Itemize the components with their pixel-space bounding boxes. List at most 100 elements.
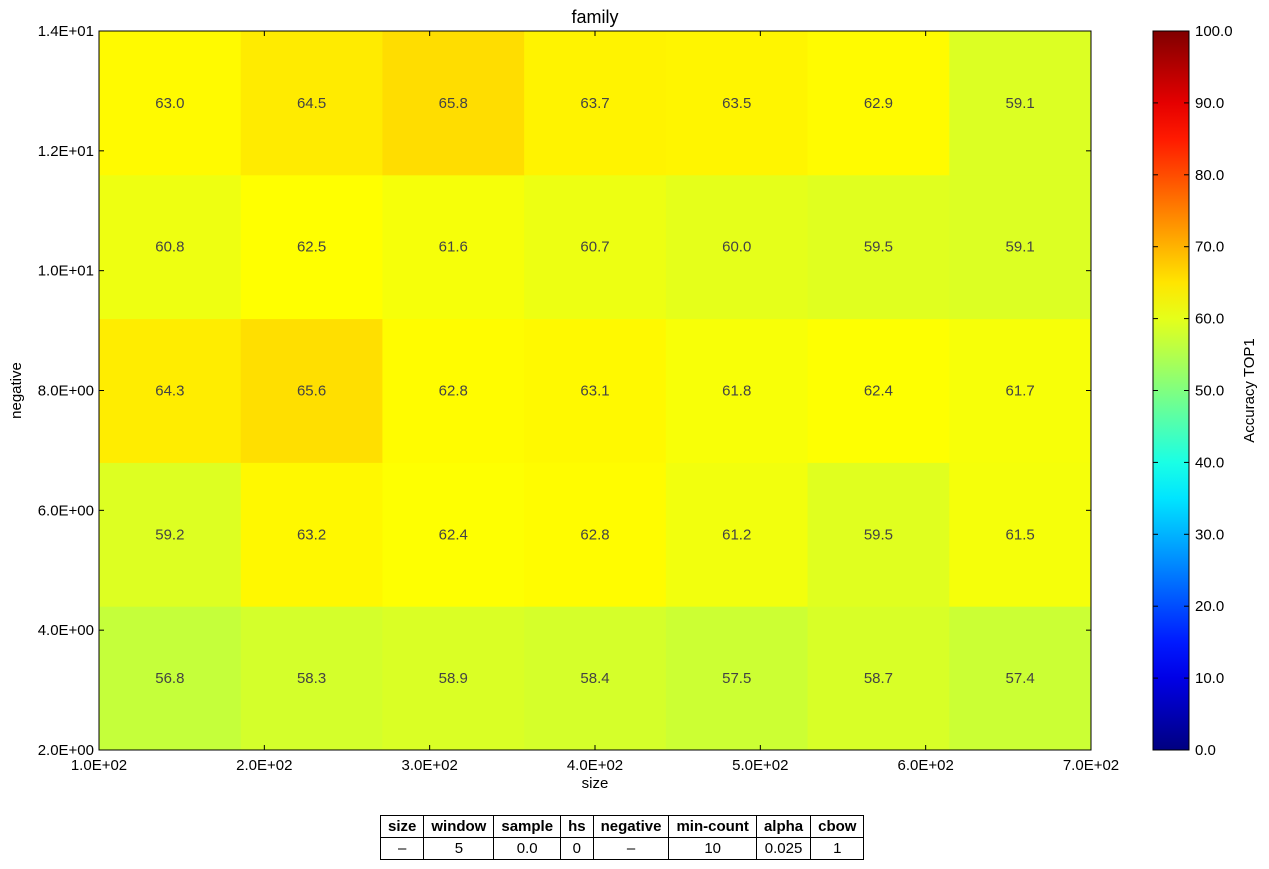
- cell-value-label: 59.5: [864, 239, 893, 256]
- param-header-hs: hs: [560, 815, 594, 838]
- param-value-size: –: [379, 837, 425, 860]
- heatmap-cell: [240, 174, 383, 320]
- heatmap-cell: [382, 318, 525, 463]
- heatmap-cell: [949, 462, 1092, 607]
- heatmap-cell: [99, 462, 242, 607]
- colorbar-tick-label: 100.0: [1195, 23, 1233, 40]
- x-axis-label: size: [582, 775, 609, 792]
- heatmap-cell: [524, 606, 667, 751]
- cell-value-label: 62.8: [580, 526, 609, 543]
- y-tick-label: 2.0E+00: [38, 742, 94, 759]
- param-value-sample: 0.0: [493, 837, 562, 860]
- heatmap-cell: [240, 31, 383, 176]
- cell-value-label: 63.0: [155, 95, 184, 112]
- heatmap-cell: [807, 318, 950, 463]
- heatmap-cell: [807, 31, 950, 176]
- heatmap-cell: [524, 462, 667, 607]
- x-tick-label: 6.0E+02: [898, 757, 954, 774]
- cell-value-label: 61.6: [439, 239, 468, 256]
- heatmap-cell: [949, 174, 1092, 320]
- cell-value-label: 60.8: [155, 239, 184, 256]
- heatmap-cell: [524, 31, 667, 176]
- heatmap-cell: [99, 174, 242, 320]
- heatmap-cell: [665, 318, 809, 463]
- cell-value-label: 59.5: [864, 526, 893, 543]
- param-header-sample: sample: [493, 815, 562, 838]
- y-tick-label: 6.0E+00: [38, 502, 94, 519]
- heatmap-cell: [949, 606, 1092, 751]
- param-value-negative: –: [592, 837, 670, 860]
- param-value-cbow: 1: [810, 837, 865, 860]
- heatmap-cell: [240, 318, 383, 463]
- cell-value-label: 63.5: [722, 95, 751, 112]
- colorbar-tick-label: 50.0: [1195, 383, 1224, 400]
- y-tick-label: 4.0E+00: [38, 622, 94, 639]
- parameters-header-row: size window sample hs negative min-count…: [379, 815, 865, 838]
- cell-value-label: 61.5: [1006, 526, 1035, 543]
- param-header-cbow: cbow: [810, 815, 865, 838]
- colorbar-tick-label: 90.0: [1195, 95, 1224, 112]
- cell-value-label: 60.0: [722, 239, 751, 256]
- chart-title: family: [571, 7, 618, 27]
- heatmap-cell: [382, 462, 525, 607]
- param-value-window: 5: [423, 837, 495, 860]
- heatmap-cell: [382, 606, 525, 751]
- x-tick-label: 3.0E+02: [402, 757, 458, 774]
- cell-value-label: 64.3: [155, 383, 184, 400]
- param-value-min-count: 10: [668, 837, 757, 860]
- colorbar-tick-label: 30.0: [1195, 526, 1224, 543]
- colorbar-tick-label: 20.0: [1195, 598, 1224, 615]
- cell-value-label: 58.3: [297, 670, 326, 687]
- x-tick-label: 1.0E+02: [71, 757, 127, 774]
- colorbar-tick-label: 10.0: [1195, 670, 1224, 687]
- y-tick-label: 1.4E+01: [38, 23, 94, 40]
- cell-value-label: 64.5: [297, 95, 326, 112]
- cell-value-label: 62.4: [439, 526, 468, 543]
- colorbar: [1152, 30, 1190, 751]
- x-tick-label: 7.0E+02: [1063, 757, 1119, 774]
- y-axis-label: negative: [8, 362, 25, 419]
- cell-value-label: 62.5: [297, 239, 326, 256]
- cell-value-label: 61.8: [722, 383, 751, 400]
- heatmap-cell: [524, 318, 667, 463]
- colorbar-tick-label: 60.0: [1195, 311, 1224, 328]
- cell-value-label: 59.2: [155, 526, 184, 543]
- heatmap-cell: [99, 606, 242, 751]
- cell-value-label: 56.8: [155, 670, 184, 687]
- heatmap-cells: [99, 31, 1092, 751]
- heatmap-cell: [807, 462, 950, 607]
- cell-value-label: 59.1: [1006, 239, 1035, 256]
- colorbar-tick-label: 70.0: [1195, 239, 1224, 256]
- colorbar-tick-label: 40.0: [1195, 454, 1224, 471]
- heatmap-cell: [240, 606, 383, 751]
- heatmap-cell: [665, 31, 809, 176]
- parameters-table: size window sample hs negative min-count…: [379, 815, 865, 860]
- x-tick-label: 2.0E+02: [236, 757, 292, 774]
- colorbar-label: Accuracy TOP1: [1241, 338, 1258, 443]
- colorbar-tick-label: 80.0: [1195, 167, 1224, 184]
- cell-value-label: 57.5: [722, 670, 751, 687]
- cell-value-label: 58.9: [439, 670, 468, 687]
- heatmap-cell: [665, 174, 809, 320]
- heatmap-cell: [99, 318, 242, 463]
- colorbar-tick-label: 0.0: [1195, 742, 1216, 759]
- heatmap-cell: [382, 174, 525, 320]
- y-tick-label: 8.0E+00: [38, 383, 94, 400]
- cell-value-label: 59.1: [1006, 95, 1035, 112]
- heatmap-cell: [949, 318, 1092, 463]
- cell-value-label: 63.1: [580, 383, 609, 400]
- cell-value-label: 62.9: [864, 95, 893, 112]
- heatmap-cell: [807, 606, 950, 751]
- cell-value-label: 58.4: [580, 670, 609, 687]
- cell-value-label: 63.7: [580, 95, 609, 112]
- cell-value-label: 57.4: [1006, 670, 1035, 687]
- cell-value-label: 63.2: [297, 526, 326, 543]
- param-header-window: window: [423, 815, 495, 838]
- param-header-min-count: min-count: [668, 815, 757, 838]
- param-header-alpha: alpha: [755, 815, 812, 838]
- x-tick-label: 5.0E+02: [732, 757, 788, 774]
- param-header-negative: negative: [592, 815, 670, 838]
- param-header-size: size: [379, 815, 425, 838]
- heatmap-cell: [99, 31, 242, 176]
